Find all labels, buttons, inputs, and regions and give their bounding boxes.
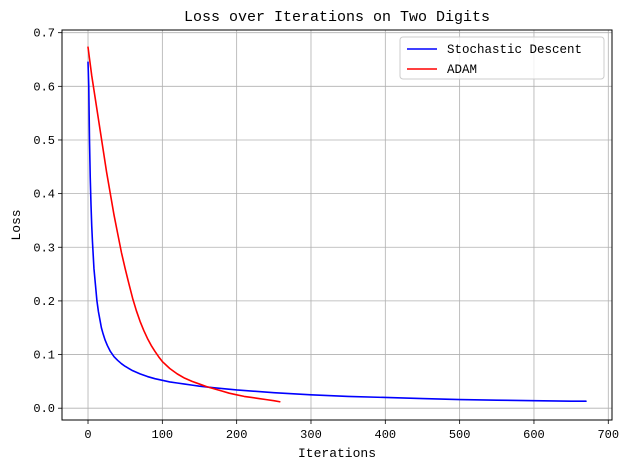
legend: Stochastic Descent ADAM <box>399 36 605 80</box>
x-tick-label: 100 <box>152 428 174 442</box>
y-tick-label: 0.7 <box>33 27 55 41</box>
x-tick-label: 600 <box>523 428 545 442</box>
x-tick-label: 400 <box>375 428 397 442</box>
x-tick-label: 300 <box>300 428 322 442</box>
series-line-adam <box>87 46 281 403</box>
y-tick-label: 0.2 <box>33 295 55 309</box>
x-tick-label: 200 <box>226 428 248 442</box>
y-tick-label: 0.3 <box>33 241 55 255</box>
x-tick-label: 500 <box>449 428 471 442</box>
y-tick-label: 0.4 <box>33 188 55 202</box>
legend-box <box>399 36 605 80</box>
series-layer <box>87 46 587 403</box>
tick-layer: 0 100 200 300 400 500 600 700 0.0 0.1 0.2 0.3 0.4 0.5… <box>33 27 619 442</box>
y-axis-label: Loss <box>9 209 24 240</box>
legend-label-stochastic-descent: Stochastic Descent <box>447 43 582 57</box>
y-tick-label: 0.6 <box>33 80 55 94</box>
x-tick-label: 0 <box>84 428 91 442</box>
chart-title: Loss over Iterations on Two Digits <box>184 9 490 26</box>
y-tick-label: 0.1 <box>33 349 55 363</box>
x-axis-label: Iterations <box>298 446 376 461</box>
y-tick-label: 0.5 <box>33 134 55 148</box>
legend-label-adam: ADAM <box>447 63 477 77</box>
series-line-stochastic-descent <box>87 61 587 403</box>
x-tick-label: 700 <box>597 428 619 442</box>
plot-frame <box>61 29 613 421</box>
grid-layer <box>62 30 612 420</box>
y-tick-label: 0.0 <box>33 402 55 416</box>
